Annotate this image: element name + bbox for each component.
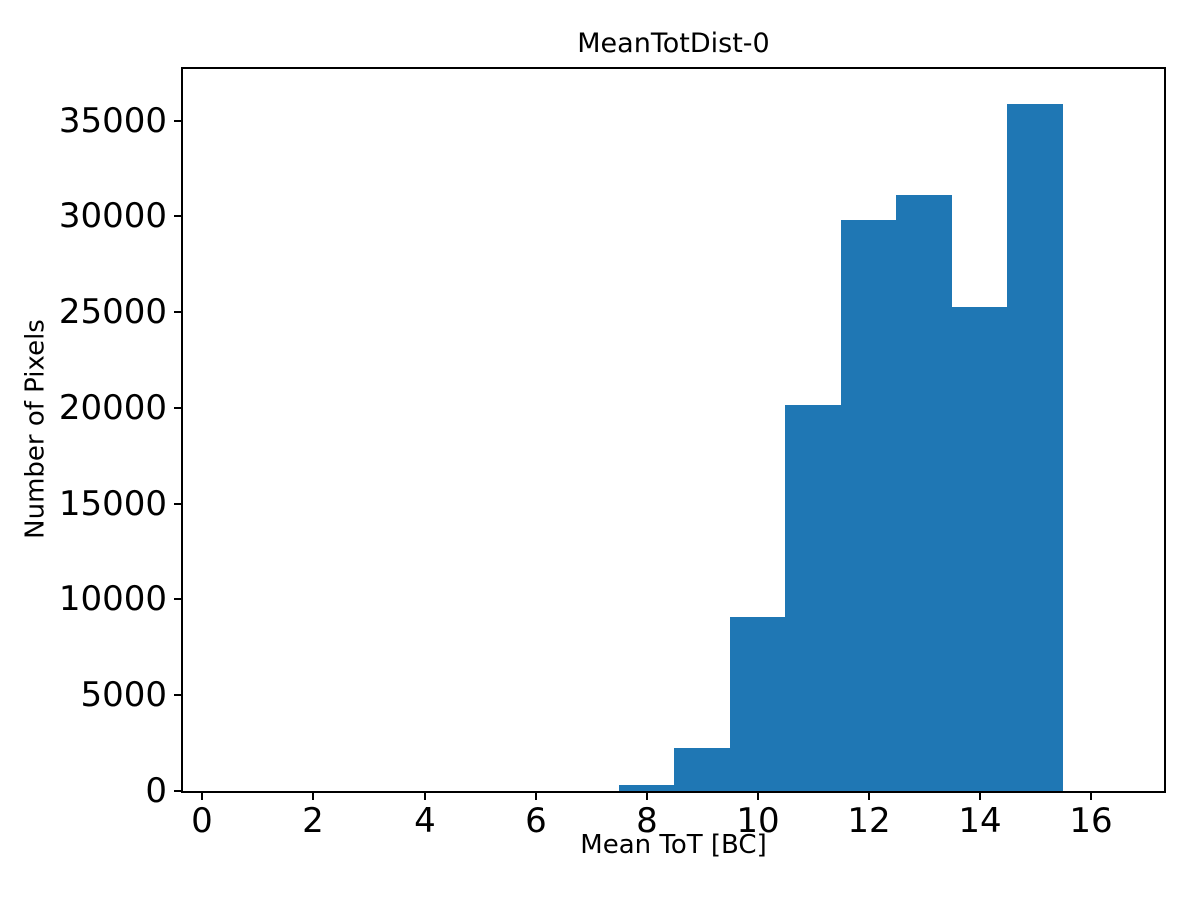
y-tick-label: 15000 — [58, 484, 167, 524]
y-tick-label: 35000 — [58, 101, 167, 141]
x-tick-label: 8 — [636, 801, 658, 841]
y-tick-label: 30000 — [58, 196, 167, 236]
y-axis-label: Number of Pixels — [20, 319, 51, 539]
chart-title: MeanTotDist-0 — [577, 28, 770, 59]
histogram-bar — [896, 195, 952, 791]
y-tick-mark — [174, 215, 183, 217]
x-tick-label: 6 — [525, 801, 547, 841]
x-tick-mark — [757, 791, 759, 800]
y-tick-mark — [174, 407, 183, 409]
histogram-bar — [730, 617, 785, 791]
x-axis-label: Mean ToT [BC] — [580, 830, 767, 860]
y-tick-mark — [174, 120, 183, 122]
histogram-bar — [785, 405, 841, 791]
y-tick-mark — [174, 503, 183, 505]
y-tick-label: 20000 — [58, 388, 167, 428]
y-tick-mark — [174, 311, 183, 313]
x-tick-label: 12 — [847, 801, 891, 841]
x-tick-mark — [312, 791, 314, 800]
y-tick-label: 0 — [145, 771, 167, 811]
histogram-bar — [841, 220, 896, 791]
x-tick-mark — [1090, 791, 1092, 800]
x-tick-mark — [424, 791, 426, 800]
x-tick-label: 14 — [958, 801, 1002, 841]
y-tick-mark — [174, 694, 183, 696]
y-tick-label: 25000 — [58, 292, 167, 332]
x-tick-label: 10 — [736, 801, 780, 841]
x-tick-mark — [979, 791, 981, 800]
histogram-bar — [952, 307, 1007, 791]
x-tick-label: 16 — [1069, 801, 1113, 841]
y-tick-mark — [174, 598, 183, 600]
y-tick-mark — [174, 790, 183, 792]
histogram-bar — [674, 748, 730, 791]
x-tick-label: 4 — [414, 801, 436, 841]
y-tick-label: 5000 — [80, 675, 167, 715]
x-tick-mark — [535, 791, 537, 800]
histogram-bar — [1007, 104, 1063, 791]
y-tick-label: 10000 — [58, 579, 167, 619]
x-tick-mark — [201, 791, 203, 800]
plot-area: 0 2 4 6 8 10 12 14 16 0 5000 10000 15000 20000 25000 30… — [59, 67, 1166, 838]
x-tick-label: 0 — [191, 801, 213, 841]
x-tick-mark — [868, 791, 870, 800]
x-tick-mark — [646, 791, 648, 800]
histogram-bar — [619, 785, 674, 791]
x-tick-label: 2 — [302, 801, 324, 841]
